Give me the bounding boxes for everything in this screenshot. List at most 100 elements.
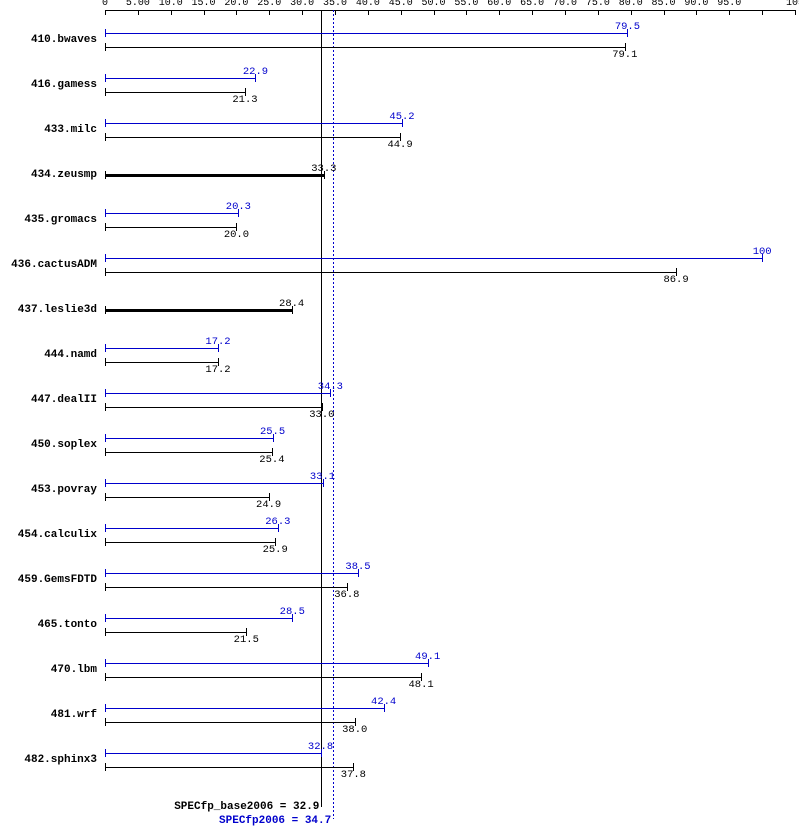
bar-start-cap (105, 306, 106, 314)
bar (105, 708, 384, 709)
value-label: 25.4 (259, 454, 284, 466)
x-tick (631, 10, 632, 15)
x-tick (466, 10, 467, 15)
bar (105, 528, 278, 529)
bar (105, 78, 255, 79)
value-label: 17.2 (205, 336, 230, 348)
value-label: 36.8 (334, 589, 359, 601)
bar-start-cap (105, 29, 106, 37)
x-tick-label: 40.0 (356, 0, 380, 9)
specfp-chart: 05.0010.015.020.025.030.035.040.045.050.… (0, 0, 799, 831)
value-label: 32.8 (308, 741, 333, 753)
x-axis (105, 10, 795, 11)
x-tick (664, 10, 665, 15)
value-label: 22.9 (243, 66, 268, 78)
bar-start-cap (105, 673, 106, 681)
value-label: 44.9 (387, 139, 412, 151)
x-tick (204, 10, 205, 15)
bar (105, 483, 323, 484)
benchmark-label: 433.milc (0, 124, 97, 136)
value-label: 33.1 (310, 471, 335, 483)
value-label: 86.9 (663, 274, 688, 286)
bar (105, 587, 347, 588)
value-label: 100 (753, 246, 772, 258)
benchmark-label: 436.cactusADM (0, 259, 97, 271)
bar (105, 497, 269, 498)
bar-start-cap (105, 614, 106, 622)
bar (105, 767, 353, 768)
bar (105, 393, 330, 394)
bar (105, 663, 428, 664)
x-tick-label: 15.0 (192, 0, 216, 9)
x-tick-label: 85.0 (652, 0, 676, 9)
x-tick-label: 70.0 (553, 0, 577, 9)
bar (105, 618, 292, 619)
value-label: 34.3 (318, 381, 343, 393)
x-tick (565, 10, 566, 15)
value-label: 79.1 (612, 49, 637, 61)
benchmark-label: 444.namd (0, 349, 97, 361)
peak-summary: SPECfp2006 = 34.7 (219, 815, 331, 827)
bar (105, 258, 762, 259)
value-label: 24.9 (256, 499, 281, 511)
benchmark-label: 470.lbm (0, 664, 97, 676)
x-tick-label: 0 (102, 0, 108, 9)
bar-start-cap (105, 448, 106, 456)
bar-start-cap (105, 718, 106, 726)
benchmark-label: 435.gromacs (0, 214, 97, 226)
benchmark-label: 482.sphinx3 (0, 754, 97, 766)
x-tick-label: 80.0 (619, 0, 643, 9)
x-tick (269, 10, 270, 15)
benchmark-label: 459.GemsFDTD (0, 574, 97, 586)
benchmark-label: 437.leslie3d (0, 304, 97, 316)
x-tick-label: 10.0 (159, 0, 183, 9)
bar-start-cap (105, 74, 106, 82)
bar-start-cap (105, 479, 106, 487)
x-tick (302, 10, 303, 15)
bar-start-cap (105, 704, 106, 712)
bar-start-cap (105, 254, 106, 262)
x-tick (105, 10, 106, 15)
bar (105, 573, 358, 574)
bar (105, 452, 272, 453)
benchmark-label: 447.dealII (0, 394, 97, 406)
bar-start-cap (105, 223, 106, 231)
x-tick-label: 105 (786, 0, 799, 9)
value-label: 28.5 (280, 606, 305, 618)
x-tick-label: 35.0 (323, 0, 347, 9)
value-label: 49.1 (415, 651, 440, 663)
bar-start-cap (105, 583, 106, 591)
x-tick (795, 10, 796, 15)
value-label: 42.4 (371, 696, 396, 708)
bar-start-cap (105, 119, 106, 127)
x-tick (532, 10, 533, 15)
bar-start-cap (105, 763, 106, 771)
x-tick (499, 10, 500, 15)
bar (105, 407, 322, 408)
bar (105, 272, 676, 273)
bar (105, 92, 245, 93)
bar (105, 438, 273, 439)
bar-start-cap (105, 628, 106, 636)
benchmark-label: 410.bwaves (0, 34, 97, 46)
value-label: 26.3 (265, 516, 290, 528)
x-tick (729, 10, 730, 15)
value-label: 38.5 (345, 561, 370, 573)
value-label: 17.2 (205, 364, 230, 376)
bar (105, 753, 321, 754)
bar (105, 348, 218, 349)
x-tick-label: 20.0 (224, 0, 248, 9)
x-tick-label: 5.00 (126, 0, 150, 9)
x-tick (171, 10, 172, 15)
x-tick-label: 45.0 (389, 0, 413, 9)
x-tick (368, 10, 369, 15)
value-label: 37.8 (341, 769, 366, 781)
x-tick-label: 55.0 (454, 0, 478, 9)
value-label: 25.9 (263, 544, 288, 556)
x-tick (401, 10, 402, 15)
bar-start-cap (105, 43, 106, 51)
x-tick (236, 10, 237, 15)
bar (105, 309, 292, 312)
bar-start-cap (105, 659, 106, 667)
bar-start-cap (105, 133, 106, 141)
